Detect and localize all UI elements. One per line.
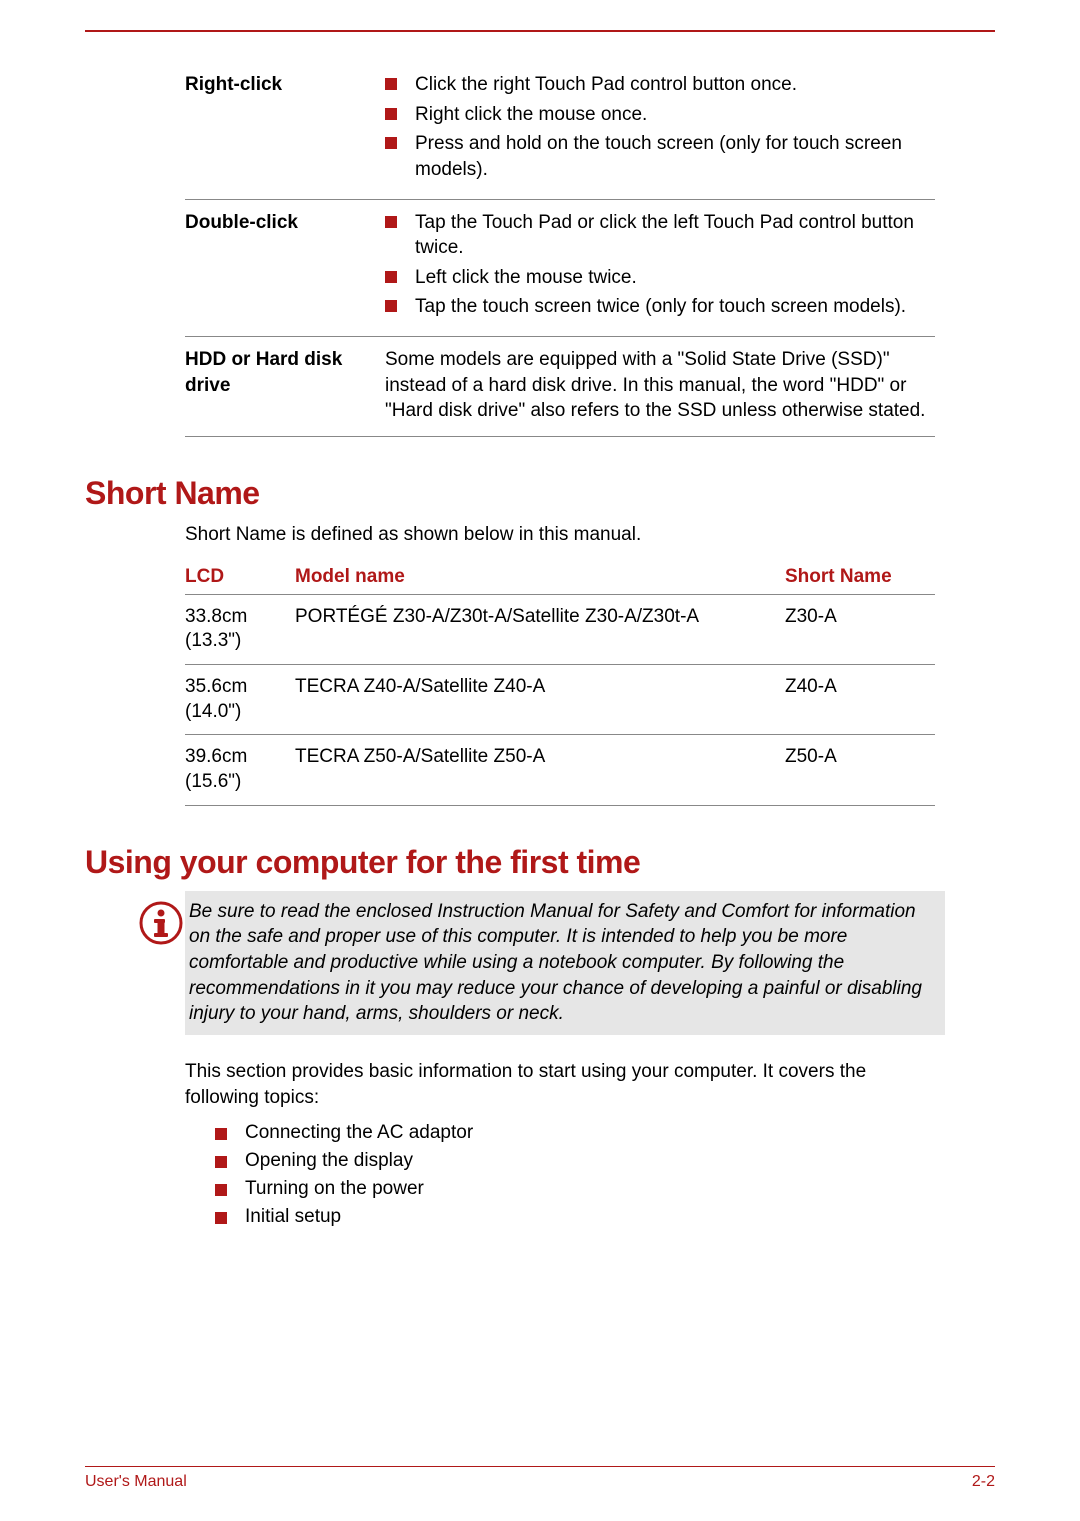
cell-model: TECRA Z50-A/Satellite Z50-A <box>295 735 785 805</box>
safety-note-text: Be sure to read the enclosed Instruction… <box>189 899 933 1027</box>
col-short: Short Name <box>785 560 935 595</box>
term-desc: Click the right Touch Pad control button… <box>385 62 935 199</box>
bullet-icon <box>385 271 397 283</box>
top-rule <box>85 30 995 32</box>
page-footer: User's Manual 2-2 <box>85 1466 995 1491</box>
cell-short: Z30-A <box>785 594 935 664</box>
bullet-icon <box>215 1156 227 1168</box>
list-item: Opening the display <box>215 1150 995 1172</box>
cell-lcd: 35.6cm (14.0") <box>185 665 295 735</box>
cell-short: Z40-A <box>785 665 935 735</box>
first-time-heading: Using your computer for the first time <box>85 844 995 881</box>
list-item: Turning on the power <box>215 1178 995 1200</box>
term-row: Right-clickClick the right Touch Pad con… <box>185 62 935 199</box>
cell-lcd: 33.8cm (13.3") <box>185 594 295 664</box>
cell-model: PORTÉGÉ Z30-A/Z30t-A/Satellite Z30-A/Z30… <box>295 594 785 664</box>
list-item: Click the right Touch Pad control button… <box>385 72 927 98</box>
footer-left: User's Manual <box>85 1473 187 1491</box>
col-lcd: LCD <box>185 560 295 595</box>
bullet-icon <box>385 300 397 312</box>
bullet-icon <box>215 1128 227 1140</box>
table-row: 39.6cm (15.6")TECRA Z50-A/Satellite Z50-… <box>185 735 935 805</box>
topics-list: Connecting the AC adaptor Opening the dis… <box>215 1122 995 1228</box>
col-model: Model name <box>295 560 785 595</box>
bullet-icon <box>385 108 397 120</box>
footer-right: 2-2 <box>972 1473 995 1491</box>
term-row: Double-clickTap the Touch Pad or click t… <box>185 199 935 337</box>
list-item: Tap the Touch Pad or click the left Touc… <box>385 210 927 261</box>
info-icon <box>139 901 189 950</box>
term-desc: Tap the Touch Pad or click the left Touc… <box>385 199 935 337</box>
safety-note: Be sure to read the enclosed Instruction… <box>185 891 945 1035</box>
list-item: Right click the mouse once. <box>385 102 927 128</box>
bullet-icon <box>215 1184 227 1196</box>
cell-model: TECRA Z40-A/Satellite Z40-A <box>295 665 785 735</box>
manual-page: Right-clickClick the right Touch Pad con… <box>0 0 1080 1521</box>
list-item: Initial setup <box>215 1206 995 1228</box>
bullet-icon <box>385 78 397 90</box>
bullet-icon <box>385 216 397 228</box>
short-name-heading: Short Name <box>85 475 995 512</box>
list-item: Connecting the AC adaptor <box>215 1122 995 1144</box>
short-name-intro: Short Name is defined as shown below in … <box>185 522 945 548</box>
table-row: 35.6cm (14.0")TECRA Z40-A/Satellite Z40-… <box>185 665 935 735</box>
short-name-table: LCD Model name Short Name 33.8cm (13.3")… <box>185 560 935 806</box>
bullet-icon <box>385 137 397 149</box>
cell-short: Z50-A <box>785 735 935 805</box>
list-item: Press and hold on the touch screen (only… <box>385 131 927 182</box>
first-time-intro: This section provides basic information … <box>185 1059 945 1110</box>
term-desc: Some models are equipped with a "Solid S… <box>385 337 935 437</box>
list-item: Tap the touch screen twice (only for tou… <box>385 294 927 320</box>
table-row: 33.8cm (13.3")PORTÉGÉ Z30-A/Z30t-A/Satel… <box>185 594 935 664</box>
list-item: Left click the mouse twice. <box>385 265 927 291</box>
bullet-icon <box>215 1212 227 1224</box>
term-row: HDD or Hard disk driveSome models are eq… <box>185 337 935 437</box>
terms-table: Right-clickClick the right Touch Pad con… <box>185 62 935 437</box>
cell-lcd: 39.6cm (15.6") <box>185 735 295 805</box>
term-label: Double-click <box>185 199 385 337</box>
term-label: Right-click <box>185 62 385 199</box>
term-label: HDD or Hard disk drive <box>185 337 385 437</box>
